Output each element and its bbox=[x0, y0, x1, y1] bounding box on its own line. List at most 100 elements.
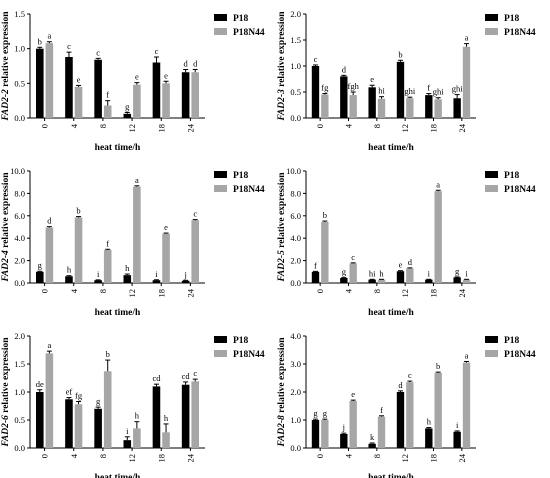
significance-label: ef bbox=[66, 387, 73, 397]
legend-label-p18n44: P18N44 bbox=[504, 185, 536, 195]
y-tick-label: 6.0 bbox=[290, 211, 301, 221]
significance-label: i bbox=[126, 426, 129, 436]
significance-label: d bbox=[184, 58, 189, 68]
x-tick-label: 8 bbox=[98, 124, 108, 128]
significance-label: c bbox=[351, 252, 355, 262]
legend-swatch-p18 bbox=[485, 171, 498, 178]
y-tick-label: 0.0 bbox=[290, 278, 301, 288]
y-axis-label: FAD2-2 relative expression bbox=[1, 11, 11, 122]
significance-label: h bbox=[164, 413, 169, 423]
bar-p18-0 bbox=[311, 420, 320, 448]
bar-p18-4 bbox=[340, 76, 348, 118]
bar-p18n44-12 bbox=[406, 268, 414, 283]
significance-label: h bbox=[67, 265, 72, 275]
legend-label-p18n44: P18N44 bbox=[504, 350, 536, 360]
bar-p18-18 bbox=[425, 279, 433, 283]
x-tick-label: 8 bbox=[372, 124, 382, 128]
y-tick-label: 0.5 bbox=[14, 78, 25, 88]
x-tick-label: 8 bbox=[372, 289, 382, 293]
bar-p18n44-24 bbox=[191, 381, 199, 448]
x-tick-label: 12 bbox=[127, 289, 137, 298]
bar-p18n44-0 bbox=[45, 353, 54, 448]
bar-p18n44-4 bbox=[74, 217, 83, 283]
bar-p18n44-12 bbox=[133, 428, 141, 448]
significance-label: a bbox=[436, 179, 440, 189]
bar-p18-8 bbox=[94, 408, 102, 448]
x-tick-label: 4 bbox=[69, 453, 79, 458]
y-tick-label: 0.0 bbox=[14, 113, 25, 123]
x-tick-label: 18 bbox=[156, 454, 166, 463]
significance-label: e bbox=[370, 74, 374, 84]
x-tick-label: 0 bbox=[40, 454, 50, 458]
significance-label: c bbox=[193, 368, 197, 378]
significance-label: b bbox=[398, 49, 402, 59]
bar-p18-18 bbox=[425, 95, 433, 118]
significance-label: f bbox=[427, 83, 430, 93]
significance-label: cd bbox=[182, 371, 191, 381]
x-tick-label: 18 bbox=[429, 124, 439, 133]
bar-p18n44-8 bbox=[377, 279, 386, 283]
significance-label: a bbox=[465, 33, 469, 43]
x-tick-label: 24 bbox=[185, 288, 195, 297]
legend-swatch-p18 bbox=[214, 336, 227, 343]
legend-label-p18n44: P18N44 bbox=[233, 350, 265, 360]
legend-swatch-p18n44 bbox=[214, 185, 227, 192]
y-tick-label: 0.0 bbox=[14, 443, 25, 453]
y-tick-label: 4.0 bbox=[14, 233, 25, 243]
x-tick-label: 18 bbox=[156, 289, 166, 298]
legend-swatch-p18n44 bbox=[214, 28, 227, 35]
bar-p18n44-24 bbox=[462, 362, 471, 448]
significance-label: a bbox=[135, 175, 139, 185]
x-tick-label: 24 bbox=[185, 453, 195, 462]
x-tick-label: 24 bbox=[185, 123, 195, 132]
bar-p18-12 bbox=[123, 113, 132, 118]
bar-p18n44-4 bbox=[74, 86, 83, 118]
significance-label: f bbox=[314, 260, 317, 270]
bar-p18-18 bbox=[152, 280, 161, 283]
significance-label: hi bbox=[369, 268, 376, 278]
significance-label: i bbox=[97, 269, 100, 279]
x-tick-label: 18 bbox=[429, 454, 439, 463]
x-tick-label: 8 bbox=[98, 454, 108, 458]
x-tick-label: 0 bbox=[315, 289, 325, 293]
x-axis-label: heat time/h bbox=[368, 473, 414, 478]
x-axis-label: heat time/h bbox=[95, 473, 141, 478]
bar-p18-12 bbox=[123, 275, 132, 283]
significance-label: de bbox=[36, 379, 44, 389]
legend-label-p18: P18 bbox=[233, 14, 249, 24]
y-axis-label: FAD2-6 relative expression bbox=[1, 337, 11, 448]
significance-label: i bbox=[155, 269, 158, 279]
x-axis-label: heat time/h bbox=[368, 143, 414, 153]
x-tick-label: 24 bbox=[457, 453, 467, 462]
significance-label: c bbox=[96, 47, 100, 57]
significance-label: g bbox=[125, 101, 130, 111]
y-tick-label: 2.0 bbox=[14, 256, 25, 266]
bar-p18-12 bbox=[396, 61, 405, 118]
bar-p18n44-24 bbox=[191, 220, 199, 283]
significance-label: c bbox=[155, 46, 159, 56]
x-tick-label: 12 bbox=[400, 454, 410, 463]
y-tick-label: 1.0 bbox=[290, 61, 301, 71]
legend-label-p18n44: P18N44 bbox=[233, 185, 265, 195]
bar-p18-24 bbox=[181, 280, 190, 283]
y-tick-label: 0.5 bbox=[290, 87, 301, 97]
x-tick-label: 4 bbox=[69, 288, 79, 293]
significance-label: e bbox=[164, 222, 168, 232]
bar-p18-4 bbox=[340, 434, 348, 448]
y-axis-label: FAD2-4 relative expression bbox=[1, 172, 11, 283]
significance-label: d bbox=[193, 58, 198, 68]
bar-p18n44-8 bbox=[103, 105, 112, 118]
y-tick-label: 1.0 bbox=[14, 44, 25, 54]
bar-p18n44-24 bbox=[462, 279, 471, 283]
significance-label: e bbox=[399, 260, 403, 270]
x-tick-label: 4 bbox=[69, 123, 79, 128]
significance-label: b bbox=[323, 210, 327, 220]
significance-label: g bbox=[455, 266, 460, 276]
y-tick-label: 4.0 bbox=[290, 233, 301, 243]
bar-p18-24 bbox=[453, 98, 461, 118]
significance-label: ghi bbox=[404, 86, 416, 96]
